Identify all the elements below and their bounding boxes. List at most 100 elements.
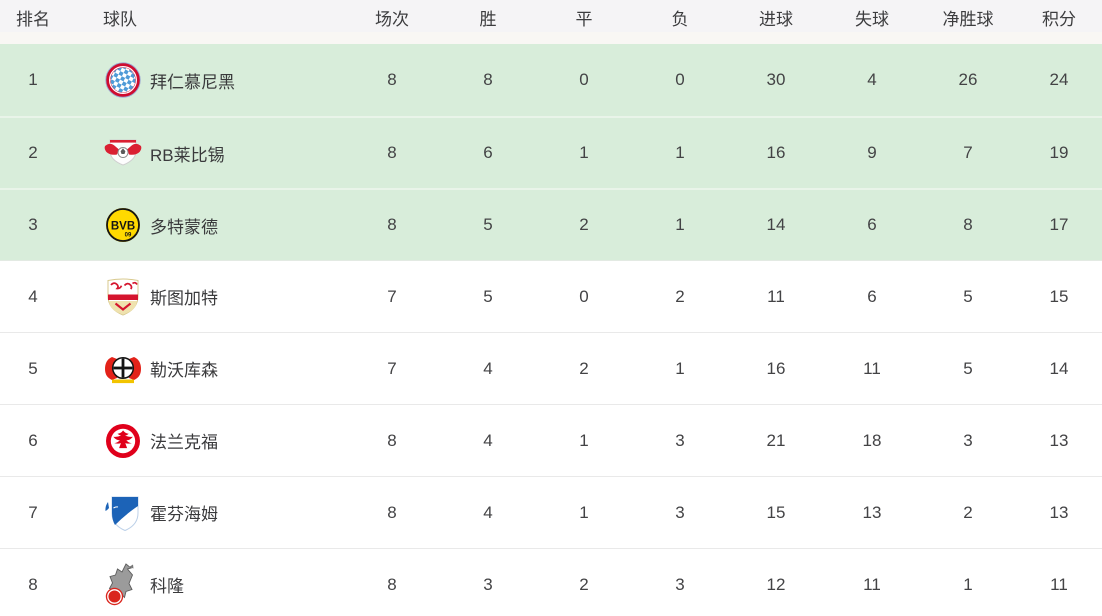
wins-cell: 3 xyxy=(483,574,493,594)
table-row[interactable]: 1 拜仁慕尼黑 8 xyxy=(0,44,1102,116)
points-cell: 17 xyxy=(1049,215,1069,234)
team-name: 拜仁慕尼黑 xyxy=(150,72,235,92)
goal-difference-cell: 5 xyxy=(963,358,973,378)
points-cell: 24 xyxy=(1049,70,1069,89)
team-cell: RB莱比锡 xyxy=(66,130,344,176)
losses-cell: 2 xyxy=(675,286,685,306)
goals-for-cell: 16 xyxy=(766,358,786,378)
draws-cell: 0 xyxy=(579,286,589,306)
draws-cell: 2 xyxy=(579,574,589,594)
team-name: 法兰克福 xyxy=(150,433,218,452)
team-name: RB莱比锡 xyxy=(150,145,225,165)
played-cell: 7 xyxy=(387,286,397,306)
goals-for-cell: 21 xyxy=(766,430,786,450)
goals-for-cell: 16 xyxy=(766,143,786,162)
team-cell: 法兰克福 xyxy=(66,418,344,464)
table-row[interactable]: 7 霍芬海姆 8 4 1 3 15 13 2 13 xyxy=(0,476,1102,548)
losses-cell: 0 xyxy=(675,70,685,89)
draws-cell: 2 xyxy=(579,358,589,378)
goals-against-cell: 13 xyxy=(862,502,882,522)
goals-against-cell: 11 xyxy=(863,574,881,594)
leverkusen-logo xyxy=(103,346,143,392)
goal-difference-cell: 5 xyxy=(963,286,973,306)
team-cell: 拜仁慕尼黑 xyxy=(66,57,344,103)
team-cell: BVB 09 多特蒙德 xyxy=(66,202,344,248)
dortmund-logo: BVB 09 xyxy=(103,202,143,248)
points-cell: 14 xyxy=(1049,358,1069,378)
team-cell: 勒沃库森 xyxy=(66,346,344,392)
rank-cell: 2 xyxy=(28,143,38,162)
table-row[interactable]: 6 法兰克福 8 4 1 3 21 18 3 13 xyxy=(0,404,1102,476)
played-cell: 7 xyxy=(387,358,397,378)
draws-cell: 1 xyxy=(579,430,589,450)
frankfurt-logo xyxy=(103,418,143,464)
rank-cell: 1 xyxy=(28,70,38,89)
points-cell: 13 xyxy=(1049,502,1069,522)
points-cell: 15 xyxy=(1049,286,1069,306)
wins-cell: 8 xyxy=(483,70,493,89)
played-cell: 8 xyxy=(387,215,397,234)
table-header-row: 排名 球队 场次 胜 平 负 进球 失球 净胜球 积分 xyxy=(0,0,1102,44)
table-row[interactable]: 8 科隆 8 3 2 3 12 11 1 11 xyxy=(0,548,1102,616)
wins-cell: 5 xyxy=(483,286,493,306)
column-header-played: 场次 xyxy=(375,10,409,29)
played-cell: 8 xyxy=(387,70,397,89)
draws-cell: 2 xyxy=(579,215,589,234)
table-row[interactable]: 3 BVB 09 多特蒙德 8 5 2 1 14 6 8 17 xyxy=(0,188,1102,260)
koln-logo xyxy=(103,562,143,608)
losses-cell: 1 xyxy=(675,143,685,162)
points-cell: 13 xyxy=(1049,430,1069,450)
goals-against-cell: 6 xyxy=(867,215,877,234)
team-cell: 斯图加特 xyxy=(66,274,344,320)
column-header-goal-difference: 净胜球 xyxy=(942,10,994,29)
goals-against-cell: 4 xyxy=(867,70,877,89)
goal-difference-cell: 2 xyxy=(963,502,973,522)
goal-difference-cell: 1 xyxy=(963,574,973,594)
rank-cell: 6 xyxy=(28,430,38,450)
table-row[interactable]: 2 RB莱比锡 8 6 1 1 16 9 7 19 xyxy=(0,116,1102,188)
team-name: 勒沃库森 xyxy=(150,361,218,380)
goals-against-cell: 6 xyxy=(867,286,877,306)
goal-difference-cell: 7 xyxy=(963,143,973,162)
draws-cell: 0 xyxy=(579,70,589,89)
rank-cell: 4 xyxy=(28,286,38,306)
wins-cell: 5 xyxy=(483,215,493,234)
team-name: 多特蒙德 xyxy=(150,217,218,237)
team-name: 科隆 xyxy=(150,577,184,596)
svg-text:09: 09 xyxy=(125,233,132,239)
column-header-rank: 排名 xyxy=(16,10,50,29)
played-cell: 8 xyxy=(387,430,397,450)
draws-cell: 1 xyxy=(579,143,589,162)
team-name: 斯图加特 xyxy=(150,289,218,308)
played-cell: 8 xyxy=(387,574,397,594)
team-name: 霍芬海姆 xyxy=(150,505,218,524)
losses-cell: 3 xyxy=(675,574,685,594)
column-header-goals-for: 进球 xyxy=(759,10,793,29)
played-cell: 8 xyxy=(387,143,397,162)
team-cell: 霍芬海姆 xyxy=(66,490,344,536)
team-cell: 科隆 xyxy=(66,562,344,608)
goals-against-cell: 18 xyxy=(862,430,882,450)
table-row[interactable]: 5 勒沃库森 7 4 2 1 16 11 5 14 xyxy=(0,332,1102,404)
wins-cell: 4 xyxy=(483,358,493,378)
rank-cell: 3 xyxy=(28,215,38,234)
wins-cell: 6 xyxy=(483,143,493,162)
losses-cell: 1 xyxy=(675,215,685,234)
goals-against-cell: 11 xyxy=(863,358,881,378)
losses-cell: 1 xyxy=(675,358,685,378)
goal-difference-cell: 8 xyxy=(963,215,973,234)
goals-for-cell: 14 xyxy=(766,215,786,234)
goals-for-cell: 15 xyxy=(766,502,786,522)
rank-cell: 5 xyxy=(28,358,38,378)
goals-for-cell: 30 xyxy=(766,70,786,89)
points-cell: 11 xyxy=(1050,574,1068,594)
rb-leipzig-logo xyxy=(103,130,143,176)
column-header-points: 积分 xyxy=(1042,10,1076,29)
goals-for-cell: 12 xyxy=(766,574,786,594)
played-cell: 8 xyxy=(387,502,397,522)
bayern-munich-logo xyxy=(103,57,143,103)
table-row[interactable]: 4 斯图加特 7 5 0 2 11 6 5 15 xyxy=(0,260,1102,332)
losses-cell: 3 xyxy=(675,502,685,522)
rank-cell: 7 xyxy=(28,502,38,522)
